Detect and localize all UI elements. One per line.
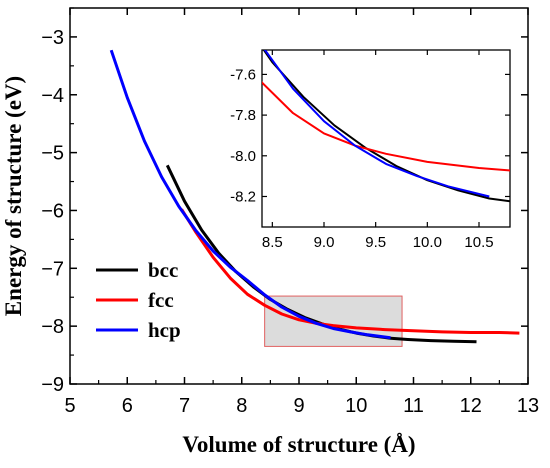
y-axis-title: Energy of structure (eV) (1, 76, 26, 316)
y-tick-label: −9 (41, 374, 64, 396)
inset-x-tick-label: 9.5 (365, 234, 386, 251)
legend-label-fcc: fcc (148, 288, 174, 312)
x-tick-label: 12 (460, 395, 482, 417)
legend: bcc fcc hcp (96, 258, 181, 342)
inset-frame (261, 49, 511, 228)
inset-x-tick-label: 10.0 (413, 234, 442, 251)
x-tick-label: 9 (293, 395, 304, 417)
y-tick-label: −6 (41, 200, 64, 222)
inset-series-group (262, 50, 510, 203)
y-tick-label: −3 (41, 27, 64, 49)
inset-y-tick-label: -7.8 (230, 107, 256, 124)
y-tick-label: −7 (41, 258, 64, 280)
x-tick-label: 11 (403, 395, 424, 417)
inset-series-line-bcc (262, 50, 510, 203)
inset-y-tick-label: -8.2 (230, 188, 256, 205)
zoom-highlight-region (264, 295, 403, 347)
x-tick-label: 7 (179, 395, 190, 417)
inset-x-tick-label: 8.5 (262, 234, 283, 251)
x-tick-label: 13 (517, 395, 539, 417)
y-tick-label: −4 (41, 85, 64, 107)
legend-label-hcp: hcp (148, 318, 181, 342)
inset-x-tick-label: 10.5 (464, 234, 493, 251)
legend-label-bcc: bcc (148, 258, 178, 282)
inset-series-line-hcp (263, 50, 490, 198)
x-axis-title: Volume of structure (Å) (182, 432, 415, 457)
main-plot: 5 6 7 8 9 10 11 12 13 −9 −8 −7 −6 −5 −4 −3 (41, 7, 539, 417)
inset-plot: 8.5 9.0 9.5 10.0 10.5 -7.6 -7.8 -8.0 -8.2 (230, 49, 511, 251)
x-tick-label: 8 (236, 395, 247, 417)
x-tick-label: 10 (345, 395, 367, 417)
x-tick-label: 6 (122, 395, 133, 417)
inset-y-tick-label: -7.6 (230, 66, 256, 83)
x-tick-label: 5 (64, 395, 75, 417)
inset-x-tick-label: 9.0 (314, 234, 335, 251)
y-tick-label: −8 (41, 316, 64, 338)
series-line-hcp (109, 49, 391, 340)
inset-y-tick-label: -8.0 (230, 148, 256, 165)
y-tick-label: −5 (41, 143, 64, 165)
